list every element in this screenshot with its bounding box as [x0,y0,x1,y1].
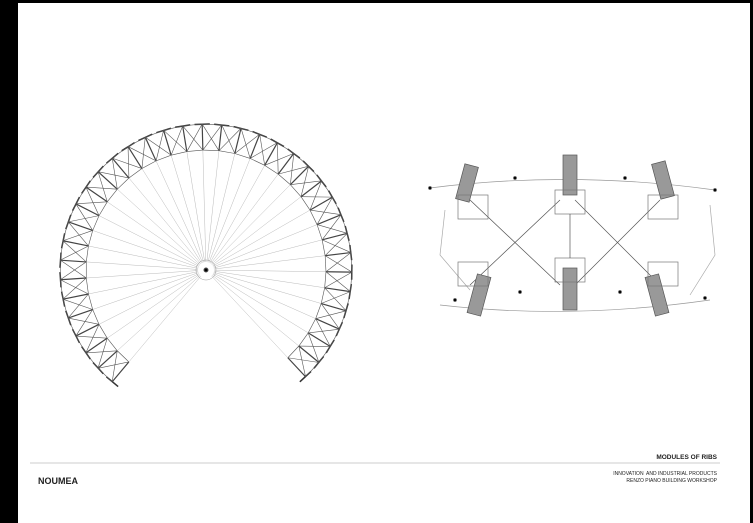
project-name: NOUMEA [38,476,78,486]
drawing-sheet: NOUMEA MODULES OF RIBS INNOVATION AND IN… [0,0,753,523]
rib-line [204,268,208,272]
credit-line: INNOVATION AND INDUSTRIAL PRODUCTS [613,471,717,477]
credit-line: RENZO PIANO BUILDING WORKSHOP [626,478,717,484]
paper [18,3,750,523]
rib-line [202,124,203,150]
sheet-title: MODULES OF RIBS [656,454,717,461]
